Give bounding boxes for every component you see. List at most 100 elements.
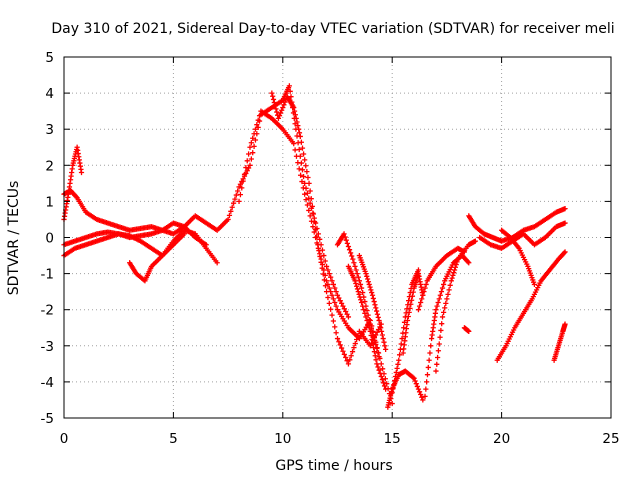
- data-point: [307, 188, 313, 194]
- data-point: [354, 271, 360, 277]
- data-point: [334, 292, 341, 298]
- data-point: [291, 108, 298, 114]
- data-point: [296, 126, 302, 132]
- data-point: [392, 373, 399, 380]
- data-point: [366, 281, 372, 288]
- data-point: [321, 252, 327, 259]
- data-point: [372, 337, 378, 343]
- data-point: [422, 285, 428, 291]
- data-point: [451, 270, 457, 276]
- data-point: [396, 357, 402, 363]
- data-point: [466, 260, 472, 266]
- grid-lines: [64, 57, 611, 418]
- data-point: [352, 278, 358, 284]
- data-point: [247, 144, 253, 150]
- data-point: [472, 238, 478, 244]
- data-point: [229, 204, 235, 210]
- data-point: [298, 139, 304, 145]
- data-point: [389, 400, 395, 407]
- data-point: [279, 107, 285, 113]
- data-point: [425, 364, 431, 371]
- data-point: [282, 99, 288, 105]
- data-point: [369, 289, 375, 296]
- data-point: [356, 291, 362, 297]
- data-point: [422, 393, 428, 399]
- data-point: [332, 324, 338, 330]
- data-point: [373, 305, 379, 311]
- data-point: [416, 303, 423, 309]
- data-point: [378, 328, 385, 334]
- data-point: [374, 361, 380, 367]
- data-point: [341, 231, 347, 237]
- data-point: [370, 340, 376, 347]
- data-point: [269, 90, 275, 96]
- data-point: [438, 289, 445, 295]
- data-point: [562, 249, 568, 255]
- data-point: [333, 330, 339, 336]
- data-point: [415, 386, 422, 392]
- data-point: [340, 348, 346, 354]
- data-point: [377, 321, 383, 327]
- data-point: [343, 237, 349, 243]
- data-point: [368, 332, 374, 339]
- data-point: [330, 281, 336, 288]
- data-point: [562, 220, 568, 226]
- y-tick-label: -3: [41, 339, 54, 355]
- data-point: [323, 263, 330, 269]
- data-point: [420, 292, 426, 298]
- data-point: [376, 354, 382, 360]
- data-point: [395, 361, 401, 367]
- data-point: [243, 164, 249, 171]
- data-point: [248, 140, 254, 146]
- data-point: [280, 104, 286, 111]
- data-point: [414, 383, 420, 390]
- data-point: [407, 305, 413, 311]
- data-point: [304, 169, 310, 175]
- data-point: [416, 389, 423, 395]
- data-point: [341, 351, 347, 357]
- data-point: [412, 378, 418, 384]
- data-point: [371, 345, 377, 351]
- data-point: [382, 343, 388, 349]
- data-point: [423, 386, 429, 392]
- data-point: [375, 349, 381, 356]
- data-point: [304, 202, 311, 208]
- data-point: [292, 147, 298, 153]
- data-point: [442, 305, 448, 311]
- data-point: [291, 141, 297, 147]
- data-point: [244, 168, 250, 174]
- data-point: [349, 349, 356, 355]
- data-point: [241, 171, 248, 177]
- data-point: [358, 297, 364, 303]
- data-point: [306, 180, 312, 186]
- data-point: [340, 303, 346, 309]
- data-point: [428, 343, 434, 349]
- data-point: [240, 178, 246, 184]
- data-point: [450, 272, 456, 279]
- data-point: [415, 307, 422, 313]
- data-point: [332, 299, 338, 306]
- data-point: [296, 130, 303, 136]
- data-point: [367, 328, 373, 334]
- data-point: [394, 365, 400, 371]
- data-point: [339, 345, 345, 351]
- data-point: [378, 325, 384, 331]
- data-point: [366, 325, 372, 331]
- data-point: [358, 285, 365, 291]
- series-arc-19: [477, 220, 568, 251]
- data-point: [293, 153, 300, 159]
- data-point: [465, 259, 471, 265]
- data-point: [299, 145, 306, 151]
- data-points: [61, 83, 568, 410]
- data-point: [272, 103, 278, 109]
- data-point: [305, 174, 311, 181]
- series-arc-5: [127, 231, 187, 284]
- data-point: [275, 115, 282, 121]
- data-point: [237, 192, 244, 198]
- data-point: [423, 281, 429, 288]
- data-point: [235, 188, 241, 194]
- data-point: [424, 379, 430, 385]
- data-point: [291, 104, 297, 111]
- data-point: [439, 321, 445, 327]
- data-point: [383, 346, 389, 353]
